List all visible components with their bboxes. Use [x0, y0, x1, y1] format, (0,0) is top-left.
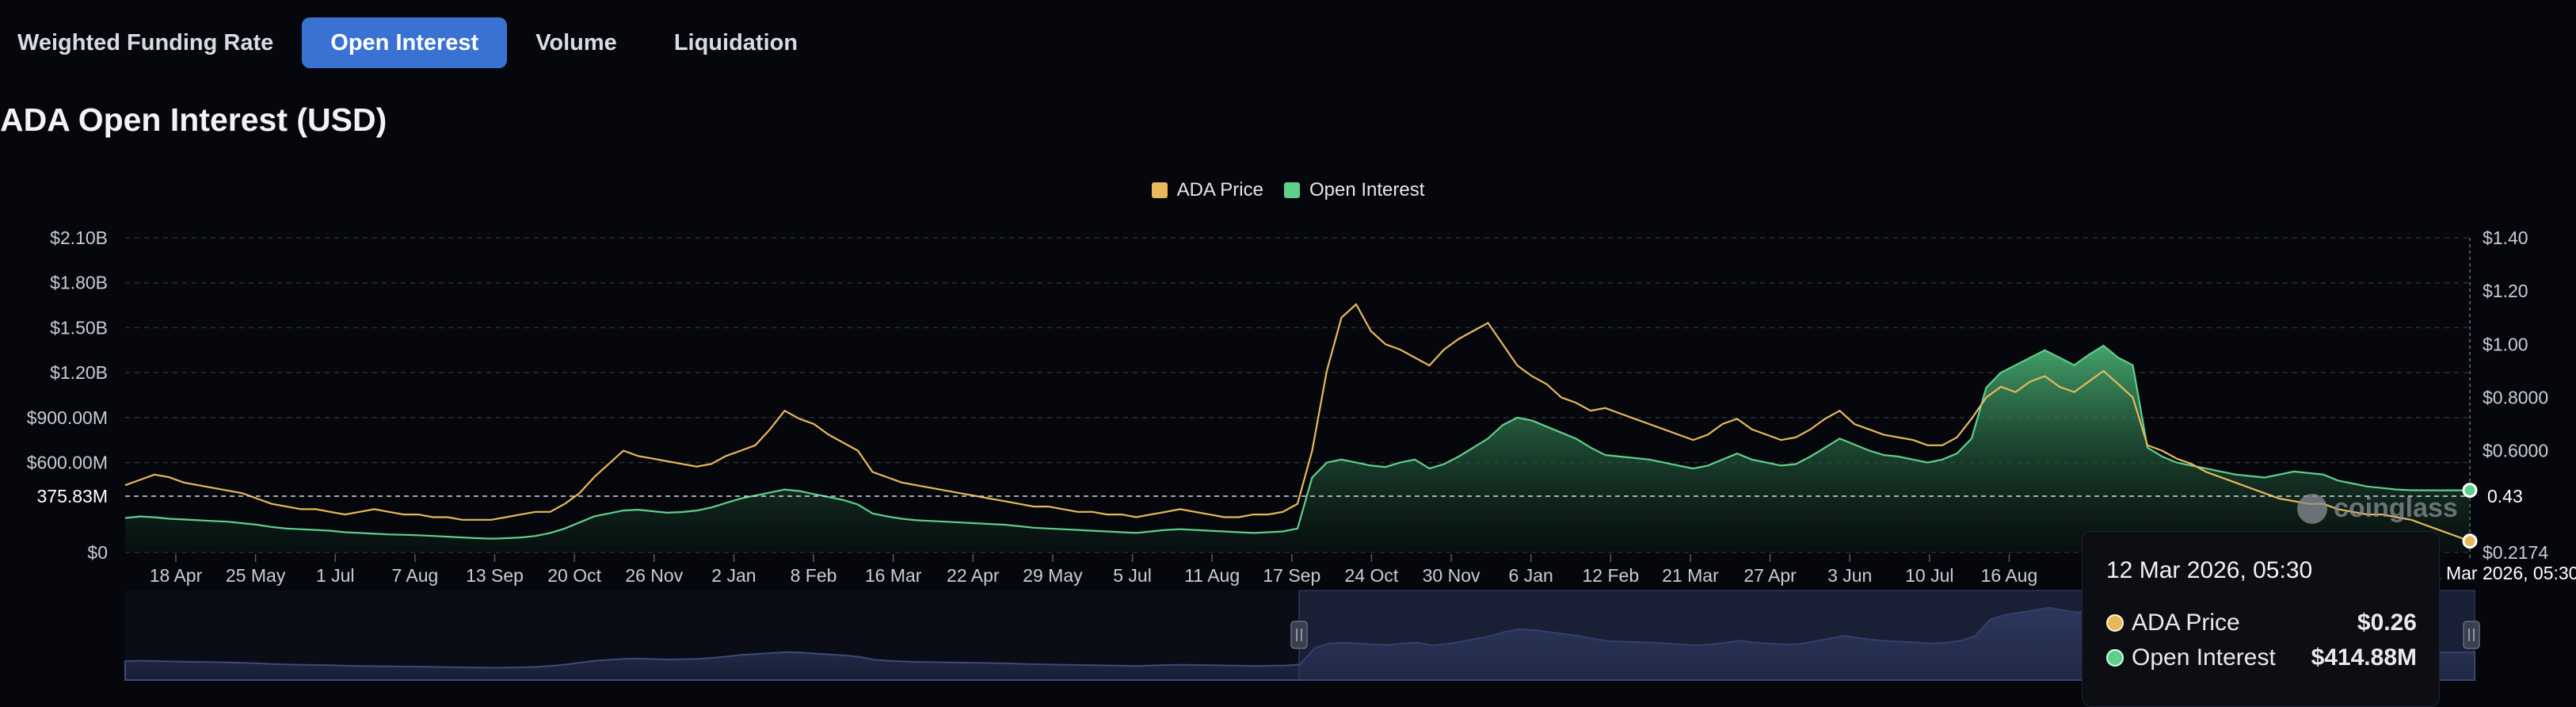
y-left-tick-label: $1.80B [50, 273, 108, 293]
x-tick-label: 21 Mar [1662, 565, 1719, 586]
tooltip: 12 Mar 2026, 05:30 ADA Price $0.26 Open … [2082, 531, 2440, 707]
x-tick-label: 22 Apr [947, 565, 1000, 586]
x-tick-label: 5 Jul [1113, 565, 1152, 586]
open-interest-area [125, 346, 2470, 552]
tooltip-dot-price [2106, 614, 2124, 632]
y-right-tick-label: $1.20 [2483, 281, 2528, 301]
oi-hover-marker [2462, 483, 2478, 499]
tab-weighted-funding-rate[interactable]: Weighted Funding Rate [17, 30, 274, 55]
y-right-tick-label: $0.2174 [2483, 542, 2548, 563]
y-right-tick-label: $1.40 [2483, 227, 2528, 248]
navigator-handle-left[interactable] [1290, 621, 1308, 649]
price-hover-marker [2462, 533, 2478, 549]
x-tick-label: 12 Feb [1583, 565, 1640, 586]
legend-label-oi: Open Interest [1309, 179, 1425, 201]
tab-volume[interactable]: Volume [535, 30, 617, 55]
x-tick-label: 13 Sep [466, 565, 524, 586]
tooltip-row-price: ADA Price $0.26 [2106, 610, 2417, 636]
ada-price-line [124, 303, 2471, 542]
x-tick-label: 11 Aug [1184, 565, 1240, 586]
open-interest-line [124, 344, 2470, 540]
y-left-tick-label: $600.00M [27, 453, 108, 473]
x-tick-label: 25 May [226, 565, 286, 586]
tooltip-dot-oi [2106, 649, 2124, 667]
navigator-handle-right[interactable] [2463, 621, 2480, 649]
x-tick-label: 20 Oct [547, 565, 601, 586]
tooltip-value-oi: $414.88M [2311, 644, 2417, 671]
y-right-tick-label: $1.00 [2483, 334, 2528, 354]
x-tick-label: 8 Feb [791, 565, 837, 586]
x-tick-label: 30 Nov [1423, 565, 1480, 586]
tooltip-label-oi: Open Interest [2132, 644, 2276, 671]
x-tick-label: 17 Sep [1263, 565, 1320, 586]
x-tick-label: 7 Aug [391, 565, 438, 586]
x-tick-label: 24 Oct [1345, 565, 1399, 586]
crosshair-left-label-bg [22, 483, 116, 509]
legend-item-open-interest[interactable]: Open Interest [1283, 179, 1425, 201]
y-left-tick-label: $0 [87, 542, 108, 563]
legend-item-ada-price[interactable]: ADA Price [1151, 179, 1263, 201]
x-tick-label: 29 May [1023, 565, 1083, 586]
x-tick-label: 26 Nov [625, 565, 683, 586]
y-left-tick-label: $1.20B [50, 362, 108, 383]
x-tick-label: 27 Apr [1743, 565, 1797, 586]
x-tick-label: 18 Apr [150, 565, 203, 586]
y-right-tick-label: $0.6000 [2483, 441, 2548, 461]
x-tick-label: 16 Mar [865, 565, 922, 586]
watermark-text: coinglass [2334, 493, 2458, 523]
crosshair-right-label: 0.43 [2487, 486, 2523, 506]
series-layer [124, 303, 2471, 552]
tab-bar: Weighted Funding Rate Open Interest Volu… [0, 17, 826, 68]
tab-open-interest[interactable]: Open Interest [302, 17, 508, 68]
x-tick-label: 10 Jul [1905, 565, 1953, 586]
x-tick-label: 6 Jan [1509, 565, 1553, 586]
y-axis-left: $0 $600.00M $900.00M $1.20B $1.50B $1.80B $2.1… [27, 227, 108, 563]
chart-legend: ADA Price Open Interest [0, 179, 2576, 201]
y-axis-right: $0.2174 $0.6000 $0.8000 $1.00 $1.20 $1.40 [2483, 227, 2548, 563]
x-tick-label: 16 Aug [1981, 565, 2038, 586]
y-left-tick-label: $2.10B [50, 227, 108, 248]
crosshair-right-label-bg [2476, 483, 2540, 509]
tooltip-value-price: $0.26 [2357, 610, 2417, 636]
x-tick-label: 3 Jun [1827, 565, 1872, 586]
watermark: coinglass [2297, 493, 2458, 524]
x-tick-label: 1 Jul [316, 565, 355, 586]
tooltip-label-price: ADA Price [2132, 610, 2240, 636]
y-left-tick-label: $900.00M [27, 407, 108, 428]
crosshair: 375.83M 0.43 [22, 483, 2540, 549]
y-right-tick-label: $0.8000 [2483, 387, 2548, 407]
legend-swatch-oi [1283, 182, 1300, 198]
chart-title: ADA Open Interest (USD) [0, 101, 387, 138]
tab-liquidation[interactable]: Liquidation [673, 30, 798, 55]
legend-label-price: ADA Price [1176, 179, 1263, 201]
tooltip-row-oi: Open Interest $414.88M [2106, 644, 2417, 671]
crosshair-left-label: 375.83M [36, 486, 108, 506]
y-left-tick-label: $1.50B [50, 317, 108, 338]
coinglass-logo-icon [2297, 493, 2327, 524]
hover-date-label: 12 Mar 2026, 05:30 [2416, 561, 2576, 586]
tooltip-time: 12 Mar 2026, 05:30 [2106, 557, 2313, 583]
x-axis: 18 Apr 25 May 1 Jul 7 Aug 13 Sep 20 Oct 26 Nov… [150, 554, 2094, 586]
legend-swatch-price [1151, 182, 1168, 198]
x-tick-label: 2 Jan [711, 565, 756, 586]
